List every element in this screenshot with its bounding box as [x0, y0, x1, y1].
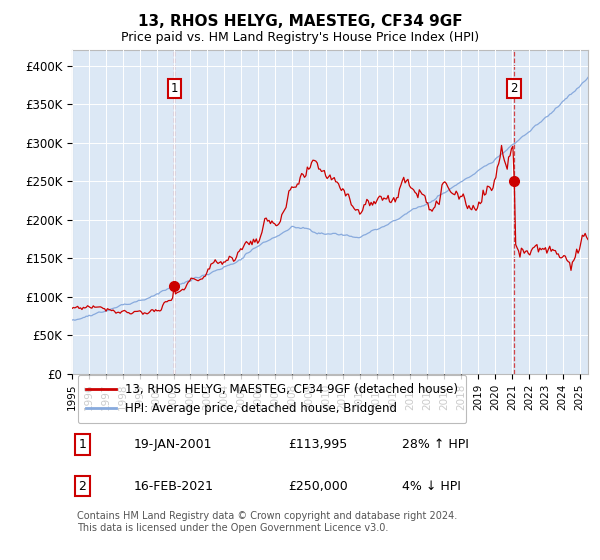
Text: 4% ↓ HPI: 4% ↓ HPI	[402, 480, 461, 493]
Text: Price paid vs. HM Land Registry's House Price Index (HPI): Price paid vs. HM Land Registry's House …	[121, 31, 479, 44]
Text: 19-JAN-2001: 19-JAN-2001	[134, 438, 212, 451]
Text: 13, RHOS HELYG, MAESTEG, CF34 9GF: 13, RHOS HELYG, MAESTEG, CF34 9GF	[137, 14, 463, 29]
Text: 2: 2	[510, 82, 518, 95]
Text: £113,995: £113,995	[289, 438, 348, 451]
Text: 16-FEB-2021: 16-FEB-2021	[134, 480, 214, 493]
Legend: 13, RHOS HELYG, MAESTEG, CF34 9GF (detached house), HPI: Average price, detached: 13, RHOS HELYG, MAESTEG, CF34 9GF (detac…	[78, 375, 466, 423]
Text: £250,000: £250,000	[289, 480, 349, 493]
Text: 1: 1	[170, 82, 178, 95]
Text: Contains HM Land Registry data © Crown copyright and database right 2024.
This d: Contains HM Land Registry data © Crown c…	[77, 511, 457, 533]
Text: 28% ↑ HPI: 28% ↑ HPI	[402, 438, 469, 451]
Text: 2: 2	[79, 480, 86, 493]
Text: 1: 1	[79, 438, 86, 451]
